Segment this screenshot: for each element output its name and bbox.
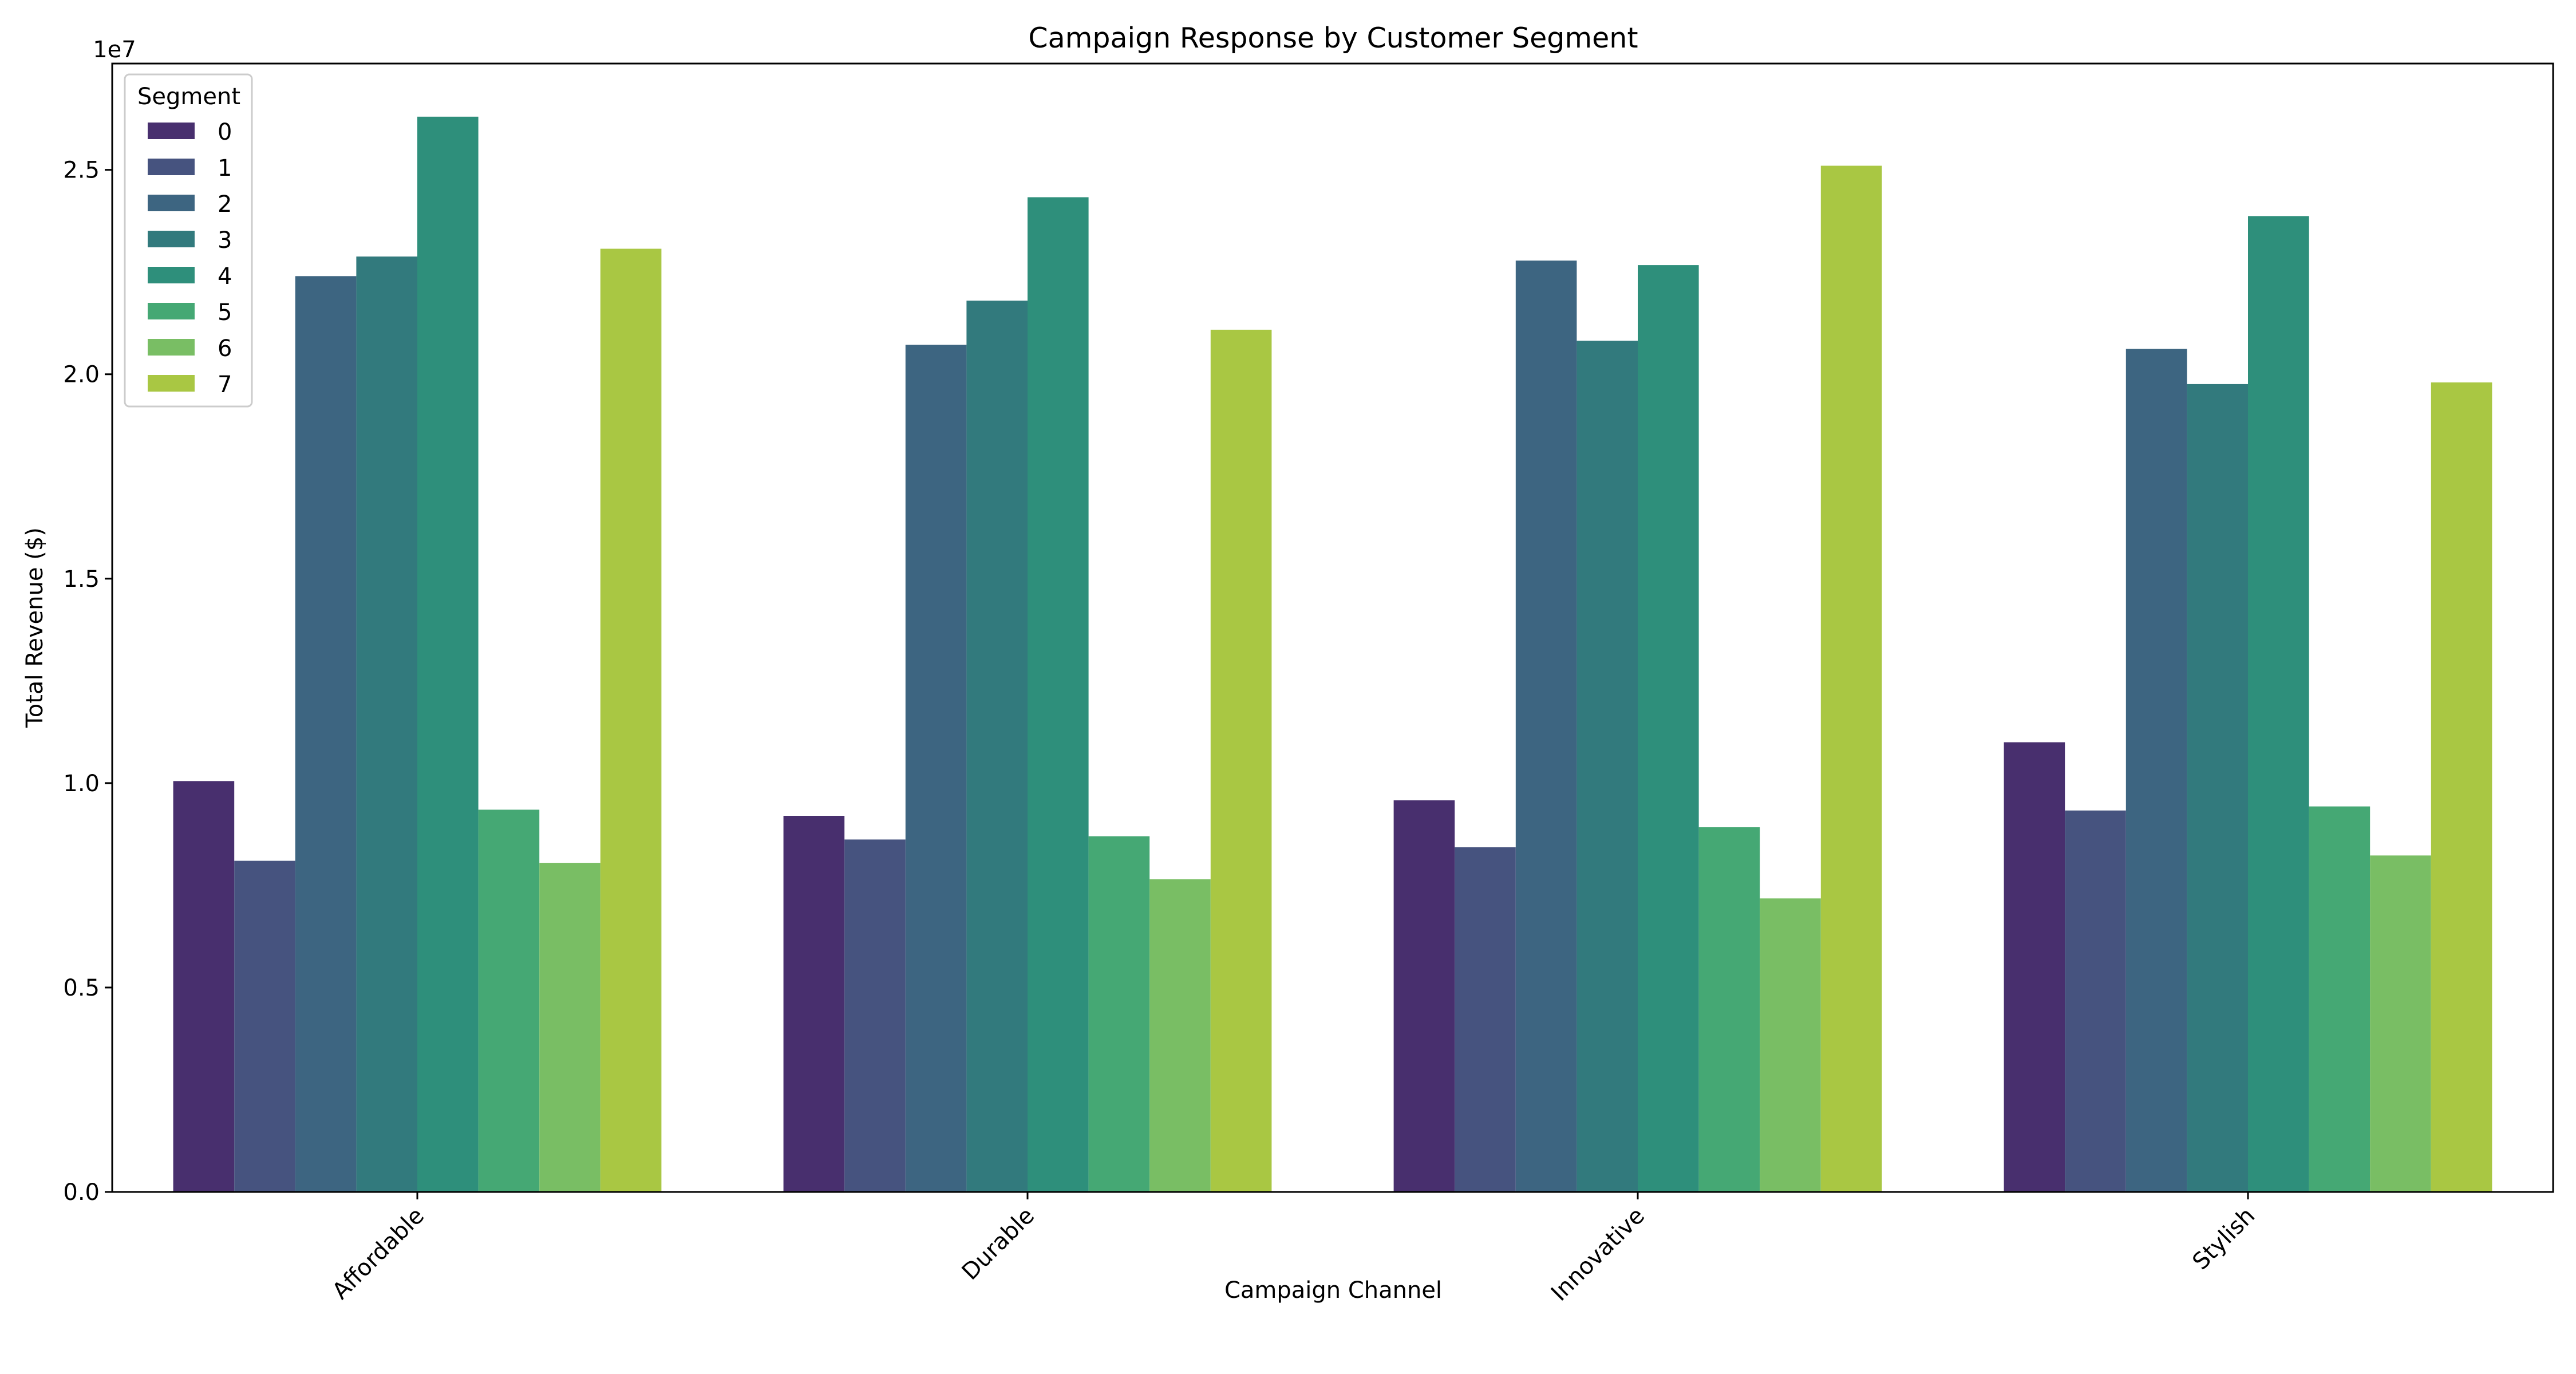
bar-stylish-segment-2 — [2125, 349, 2187, 1192]
y-tick-label: 2.5 — [63, 157, 100, 184]
x-tick-label-innovative: Innovative — [1546, 1203, 1650, 1306]
y-tick-label: 0.0 — [63, 1179, 100, 1206]
legend-label-segment-2: 2 — [218, 191, 232, 218]
bar-innovative-segment-7 — [1820, 165, 1882, 1192]
legend-label-segment-6: 6 — [218, 335, 232, 362]
legend-swatch-segment-2 — [148, 195, 195, 211]
y-tick-label: 1.0 — [63, 771, 100, 797]
chart-title: Campaign Response by Customer Segment — [1028, 22, 1638, 54]
bar-innovative-segment-0 — [1393, 800, 1455, 1192]
bar-innovative-segment-3 — [1577, 341, 1638, 1193]
plot-frame — [111, 62, 2554, 1193]
bar-affordable-segment-2 — [295, 276, 357, 1192]
bar-durable-segment-2 — [905, 345, 967, 1192]
legend-title: Segment — [137, 84, 240, 110]
bar-affordable-segment-3 — [356, 256, 417, 1193]
legend-swatch-segment-4 — [148, 267, 195, 283]
bar-innovative-segment-4 — [1638, 265, 1699, 1193]
bar-durable-segment-5 — [1088, 836, 1150, 1192]
x-tick-label-affordable: Affordable — [327, 1203, 429, 1305]
legend-label-segment-7: 7 — [218, 372, 232, 398]
bar-stylish-segment-4 — [2248, 216, 2309, 1192]
bar-innovative-segment-6 — [1760, 898, 1821, 1192]
legend-swatch-segment-7 — [148, 375, 195, 392]
bar-affordable-segment-0 — [173, 781, 235, 1192]
bar-innovative-segment-5 — [1698, 827, 1760, 1192]
bar-durable-segment-1 — [844, 839, 906, 1192]
bar-durable-segment-4 — [1028, 197, 1089, 1192]
legend-swatch-segment-1 — [148, 159, 195, 175]
bar-affordable-segment-4 — [417, 116, 479, 1192]
legend-swatch-segment-6 — [148, 339, 195, 356]
bar-affordable-segment-5 — [478, 810, 540, 1192]
legend-swatch-segment-0 — [148, 123, 195, 139]
bar-durable-segment-3 — [966, 301, 1028, 1193]
bar-durable-segment-0 — [783, 816, 845, 1192]
legend-label-segment-0: 0 — [218, 119, 232, 145]
y-axis-label: Total Revenue ($) — [22, 527, 48, 728]
x-tick-label-stylish: Stylish — [2187, 1203, 2260, 1276]
bar-affordable-segment-1 — [234, 860, 295, 1192]
x-axis-label: Campaign Channel — [1224, 1277, 1442, 1304]
bar-durable-segment-6 — [1149, 879, 1211, 1192]
y-tick-label: 0.5 — [63, 975, 100, 1001]
bar-affordable-segment-6 — [539, 863, 600, 1192]
bar-innovative-segment-1 — [1455, 847, 1516, 1192]
legend-label-segment-3: 3 — [218, 227, 232, 254]
legend-label-segment-4: 4 — [218, 263, 232, 290]
legend-label-segment-1: 1 — [218, 155, 232, 181]
x-tick-label-durable: Durable — [957, 1203, 1040, 1285]
y-tick-label: 2.0 — [63, 362, 100, 388]
bar-stylish-segment-5 — [2309, 806, 2370, 1192]
y-axis-ticks: 0.0 0.5 1.0 1.5 2.0 2.5 — [63, 157, 112, 1206]
bar-affordable-segment-7 — [600, 248, 662, 1192]
bar-stylish-segment-6 — [2370, 855, 2431, 1192]
legend-swatch-segment-3 — [148, 231, 195, 247]
y-axis-offset-label: 1e7 — [93, 37, 136, 63]
bar-stylish-segment-1 — [2065, 810, 2126, 1192]
legend: Segment 0 1 2 3 4 5 6 7 — [124, 73, 253, 408]
legend-label-segment-5: 5 — [218, 299, 232, 326]
legend-swatch-segment-5 — [148, 303, 195, 319]
bar-stylish-segment-0 — [2004, 742, 2065, 1192]
bar-stylish-segment-7 — [2431, 382, 2492, 1192]
bar-durable-segment-7 — [1210, 329, 1272, 1192]
bars-layer — [173, 116, 2492, 1193]
y-tick-label: 1.5 — [63, 566, 100, 593]
bar-stylish-segment-3 — [2187, 384, 2248, 1192]
bar-innovative-segment-2 — [1515, 260, 1577, 1193]
